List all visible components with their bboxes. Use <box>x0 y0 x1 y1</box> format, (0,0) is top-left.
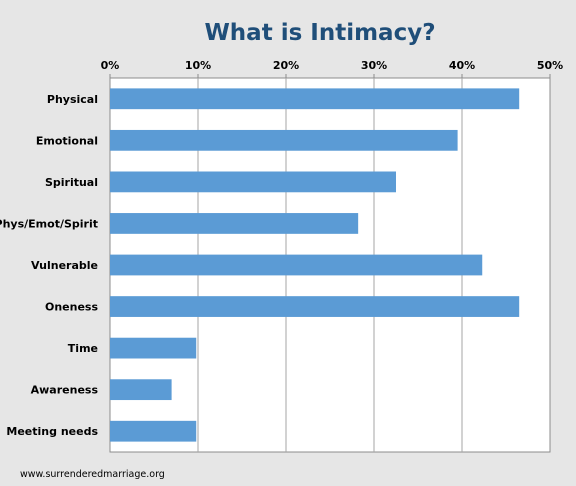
bar <box>110 379 172 401</box>
category-label: Vulnerable <box>31 259 98 272</box>
x-tick-label: 0% <box>101 59 120 72</box>
x-tick-label: 40% <box>449 59 475 72</box>
bar <box>110 420 197 442</box>
category-label: Meeting needs <box>6 425 98 438</box>
category-label: Physical <box>47 93 98 106</box>
bar <box>110 88 520 110</box>
x-tick-label: 50% <box>537 59 563 72</box>
category-labels: Physical Emotional Spiritual Phys/Emot/Spir… <box>0 93 98 438</box>
chart-title: What is Intimacy? <box>204 20 435 46</box>
bars <box>110 88 520 442</box>
bar <box>110 213 359 234</box>
x-tick-label: 30% <box>361 59 387 72</box>
source-credit: www.surrenderedmarriage.org <box>20 469 165 480</box>
bar <box>110 254 483 276</box>
bar <box>110 129 458 151</box>
category-label: Awareness <box>31 384 99 397</box>
category-label: Spiritual <box>45 176 98 189</box>
category-label: Phys/Emot/Spirit <box>0 217 98 230</box>
category-label: Oneness <box>45 301 98 314</box>
x-tick-label: 20% <box>273 59 299 72</box>
category-label: Time <box>68 342 98 355</box>
bar <box>110 171 396 193</box>
bar <box>110 337 197 359</box>
x-tick-labels: 0% 10% 20% 30% 40% 50% <box>101 59 563 78</box>
bar <box>110 296 520 317</box>
category-label: Emotional <box>36 134 98 147</box>
x-tick-label: 10% <box>185 59 211 72</box>
